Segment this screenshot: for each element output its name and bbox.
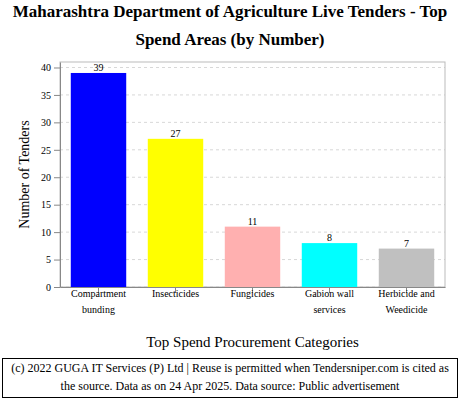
tick-mark [54,150,60,151]
tick-label: 0 [46,282,51,293]
tick: Herbicide and Weedicide [378,287,434,315]
tick-label: 30 [41,117,51,128]
chart: Maharashtra Department of Agriculture Li… [0,0,460,400]
tick-mark [54,287,60,288]
x-axis: Compartment bunding Insecticides Fungicides… [61,287,446,315]
text-line: Insecticides [152,288,199,299]
tick: 0 [46,282,60,293]
tick-mark [54,260,60,261]
tick-label: Insecticides [152,288,199,299]
axis-line [60,63,61,288]
tick: Compartment bunding [71,287,126,315]
tick: 40 [41,62,60,73]
y-axis: 0 5 10 15 20 25 30 35 40 [41,62,61,293]
tick-label: 35 [41,90,51,101]
tick-label: Compartment bunding [71,288,126,315]
tick-label: Gabion wall services [305,288,354,315]
text-line: Weedicide [386,304,429,315]
tick-label: 15 [41,199,51,210]
tick: 35 [41,90,60,101]
text-line: Maharashtra Department of Agriculture Li… [13,2,448,21]
tick: 25 [41,145,60,156]
bar [225,227,280,287]
plot: 39 27 11 8 7 0 5 10 15 20 25 30 35 40 Compartment bundi… [41,62,446,315]
y-axis-title: Number of Tenders [17,120,32,228]
tick: 15 [41,199,60,210]
tick: Fungicides [231,287,275,299]
tick-label: 20 [41,172,51,183]
text-line: Spend Areas (by Number) [135,30,324,49]
bars [71,73,434,287]
data-label: 11 [248,216,258,227]
tick: 10 [41,227,60,238]
tick: 20 [41,172,60,183]
bar [379,249,434,287]
data-label: 8 [327,232,332,243]
footer-text: (c) 2022 GUGA IT Services (P) Ltd | Reus… [11,361,449,393]
tick-label: 10 [41,227,51,238]
data-labels: 39 27 11 8 7 [94,62,410,249]
title: Maharashtra Department of Agriculture Li… [13,2,448,49]
tick-label: Fungicides [231,288,275,299]
text-line: services [313,304,345,315]
text-line: bunding [82,304,115,315]
text-line: the source. Data as on 24 Apr 2025. Data… [61,379,401,393]
bar [302,243,357,287]
grid [60,67,445,287]
tick-label: 25 [41,145,51,156]
plot-frame [60,62,445,287]
tick-label: 5 [46,254,51,265]
tick-mark [54,205,60,206]
text-line: Compartment [71,288,126,299]
bar [148,139,203,287]
x-axis-title: Top Spend Procurement Categories [146,334,359,350]
data-label: 39 [94,62,104,73]
grid-line [60,67,445,68]
tick-mark [54,122,60,123]
tick-mark [54,67,60,68]
tick: Gabion wall services [305,287,354,315]
text-line: Herbicide and [378,288,434,299]
text-line: Fungicides [231,288,275,299]
bar [71,73,126,287]
tick: 30 [41,117,60,128]
text-line: (c) 2022 GUGA IT Services (P) Ltd | Reus… [11,361,449,375]
tick-mark [54,177,60,178]
tick-label: Herbicide and Weedicide [378,288,434,315]
tick-label: 40 [41,62,51,73]
data-label: 7 [404,238,409,249]
data-label: 27 [171,128,181,139]
tick: 5 [46,254,60,265]
tick: Insecticides [152,287,199,299]
tick-mark [54,95,60,96]
footer-box [3,359,458,398]
tick-mark [54,232,60,233]
text-line: Gabion wall [305,288,354,299]
